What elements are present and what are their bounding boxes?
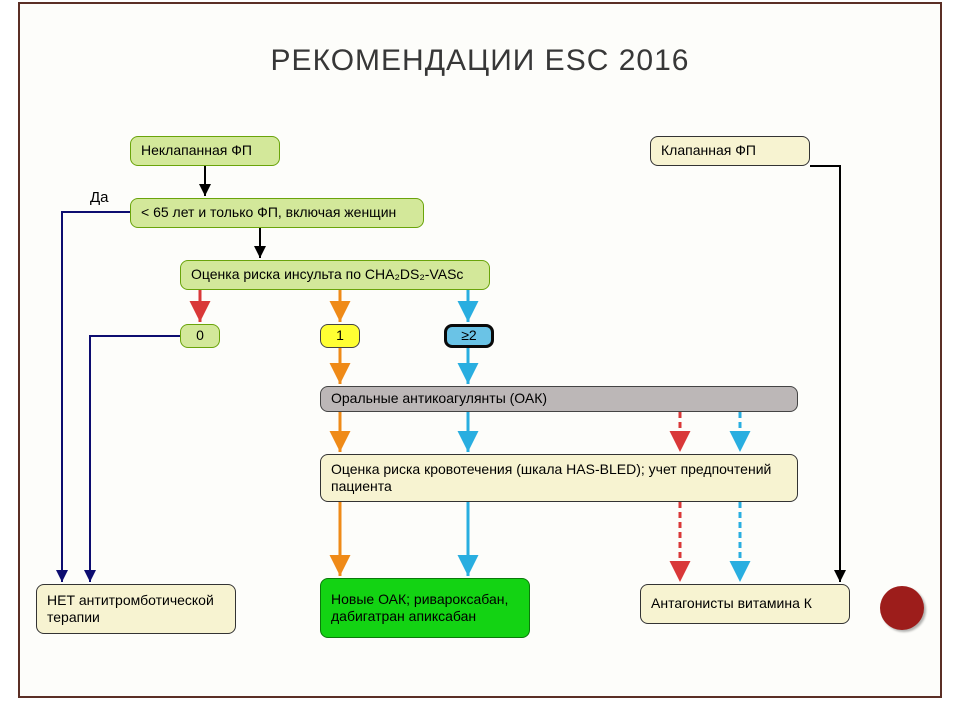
node-score-ge2: ≥2 xyxy=(444,324,494,348)
node-valvular-af: Клапанная ФП xyxy=(650,136,810,166)
slide-title: РЕКОМЕНДАЦИИ ESC 2016 xyxy=(20,44,940,78)
node-new-oak: Новые ОАК; ривароксабан, дабигатран апик… xyxy=(320,578,530,638)
slide-frame: РЕКОМЕНДАЦИИ ESC 2016 Неклапанная ФП Кла… xyxy=(18,2,942,698)
node-score-0: 0 xyxy=(180,324,220,348)
node-nonvalvular-af: Неклапанная ФП xyxy=(130,136,280,166)
node-score-1: 1 xyxy=(320,324,360,348)
decorative-dot xyxy=(880,586,924,630)
node-under-65: < 65 лет и только ФП, включая женщин xyxy=(130,198,424,228)
node-no-therapy: НЕТ антитромботической терапии xyxy=(36,584,236,634)
node-oral-anticoagulants: Оральные антикоагулянты (ОАК) xyxy=(320,386,798,412)
label-yes: Да xyxy=(90,189,109,206)
node-hasbled: Оценка риска кровотечения (шкала HAS-BLE… xyxy=(320,454,798,502)
node-vitamin-k-antagonists: Антагонисты витамина К xyxy=(640,584,850,624)
node-chadsvasc: Оценка риска инсульта по CHA₂DS₂-VASc xyxy=(180,260,490,290)
